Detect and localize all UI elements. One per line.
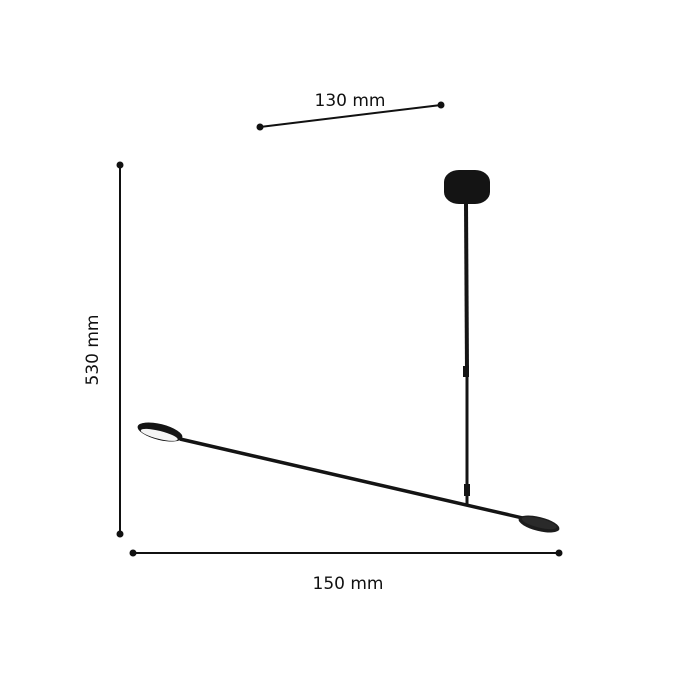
right-light-head [518, 515, 560, 533]
height-dimension-label: 530 mm [83, 315, 103, 386]
top-dimension-endpoint [437, 101, 445, 109]
rod-connector [464, 484, 470, 496]
top-dimension-label: 130 mm [315, 91, 386, 111]
width-dimension-endpoint [129, 549, 137, 557]
light-arm [179, 437, 541, 524]
top-dimension-line [259, 104, 442, 128]
width-dimension-endpoint [555, 549, 563, 557]
height-dimension-endpoint [116, 530, 124, 538]
height-dimension: 530 mm [83, 161, 124, 538]
width-dimension: 150 mm [129, 549, 563, 594]
height-dimension-endpoint [116, 161, 124, 169]
ceiling-canopy [444, 170, 490, 204]
suspension-rod-upper [464, 202, 469, 373]
pendant-lamp [137, 170, 560, 533]
width-dimension-label: 150 mm [313, 574, 384, 594]
left-light-head [137, 422, 183, 442]
top-dimension: 130 mm [256, 91, 445, 131]
rod-joint [463, 366, 469, 377]
top-dimension-endpoint [256, 123, 264, 131]
